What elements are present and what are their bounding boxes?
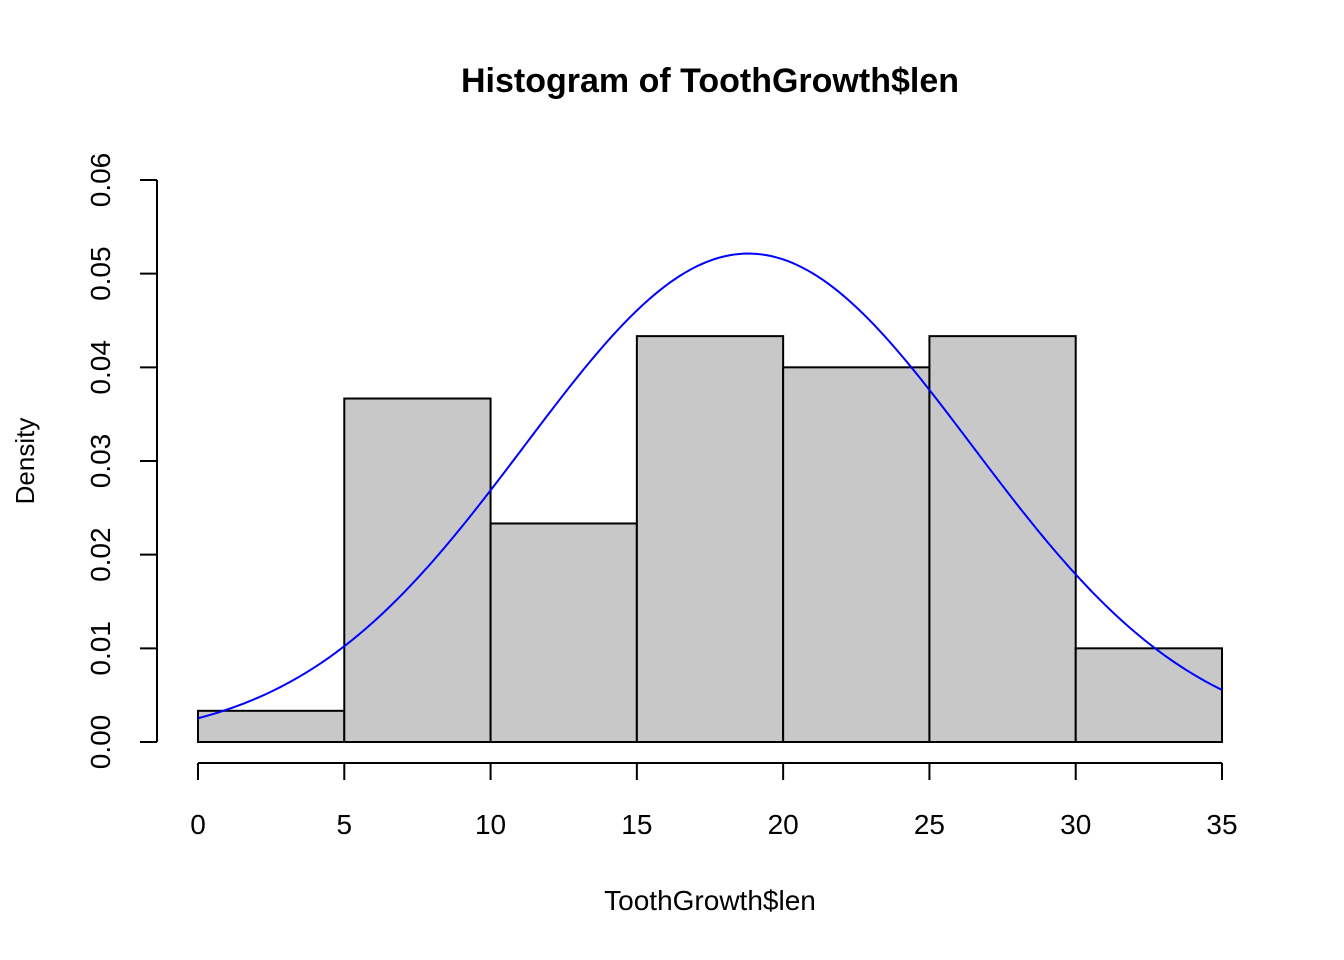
x-tick-label-7: 35 <box>1206 809 1237 840</box>
y-axis-label: Density <box>10 418 40 505</box>
x-tick-label-4: 20 <box>768 809 799 840</box>
y-tick-label-4: 0.04 <box>85 340 116 395</box>
histogram-bar-3 <box>489 522 638 743</box>
histogram-bar-6 <box>928 335 1077 743</box>
y-tick-label-0: 0.00 <box>85 715 116 770</box>
histogram-bar-7 <box>1074 647 1223 743</box>
x-tick-label-2: 10 <box>475 809 506 840</box>
x-axis-label: ToothGrowth$len <box>604 885 816 916</box>
x-tick-label-5: 25 <box>914 809 945 840</box>
x-tick-label-0: 0 <box>190 809 206 840</box>
chart-title: Histogram of ToothGrowth$len <box>461 62 959 100</box>
y-tick-label-6: 0.06 <box>85 153 116 208</box>
histogram-bar-5 <box>782 366 931 743</box>
x-tick-label-3: 15 <box>621 809 652 840</box>
y-tick-label-5: 0.05 <box>85 246 116 301</box>
x-tick-label-1: 5 <box>336 809 352 840</box>
y-tick-label-1: 0.01 <box>85 621 116 676</box>
y-tick-label-3: 0.03 <box>85 434 116 489</box>
histogram-bar-2 <box>343 397 492 743</box>
y-tick-label-2: 0.02 <box>85 527 116 582</box>
density-curve <box>197 252 1223 720</box>
histogram-bar-1 <box>197 709 346 744</box>
histogram-bar-4 <box>635 335 785 743</box>
x-tick-label-6: 30 <box>1060 809 1091 840</box>
y-axis: 0.00 0.01 0.02 0.03 0.04 0.05 0.06 <box>85 153 158 770</box>
bars-group <box>197 335 1223 744</box>
x-axis: 0 5 10 15 20 25 30 35 <box>190 762 1238 840</box>
